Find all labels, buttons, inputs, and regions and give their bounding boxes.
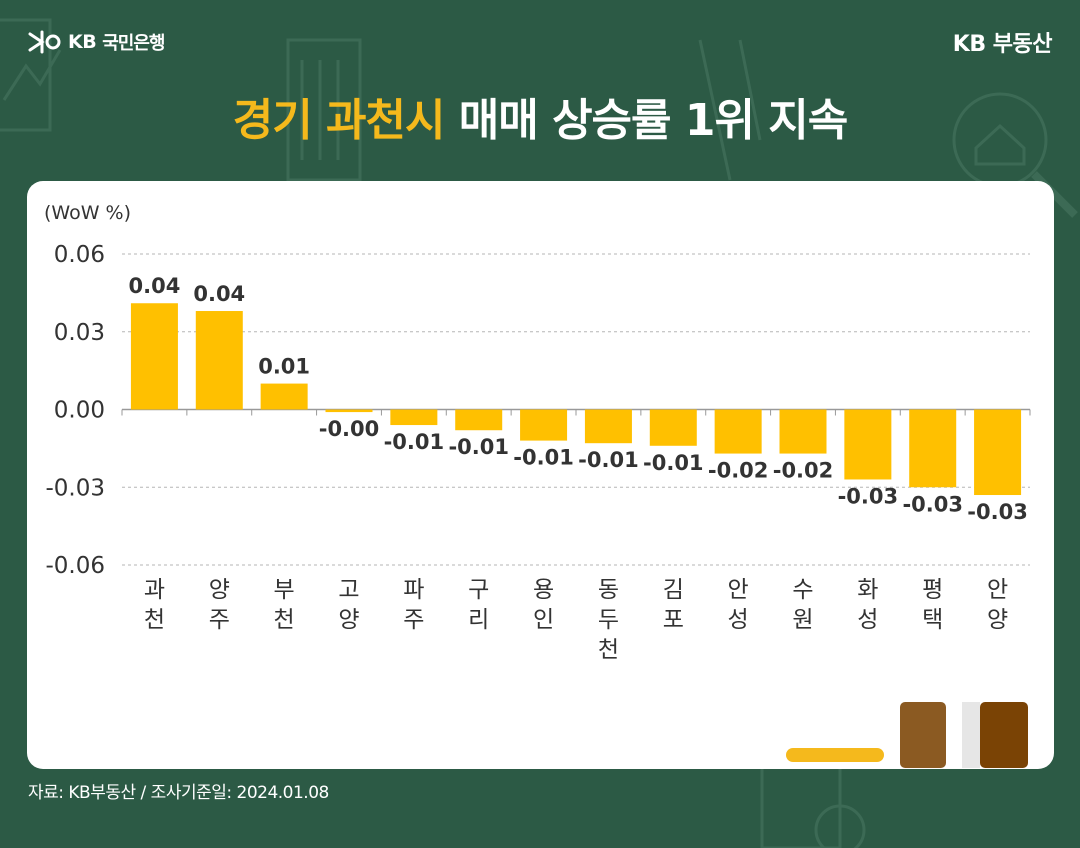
data-label: -0.03 [838,484,899,508]
data-label: -0.01 [384,430,445,454]
y-tick-label: 0.03 [54,320,105,346]
bar [974,409,1022,496]
data-label: 0.04 [193,282,245,306]
data-label: 0.01 [258,355,310,379]
bar [390,409,438,426]
y-tick-label: -0.03 [45,475,105,501]
data-label: -0.03 [902,492,963,516]
y-tick-label: 0.06 [54,242,105,268]
bar [520,409,568,441]
decor-pencil [786,748,884,762]
bar [325,409,373,413]
bank-brand: KB [68,31,97,53]
data-label: 0.04 [129,274,181,298]
bar [909,409,957,488]
data-label: -0.03 [967,500,1028,524]
decor-book [962,702,980,768]
y-axis-label: (WoW %) [44,202,131,224]
kb-star-logo [28,30,61,54]
bar-chart: (WoW %) 0.06 0.03 0.00 -0.03 -0.06 0.04 과 천 0.04 양… [44,202,1031,663]
data-label: -0.02 [708,459,769,483]
data-label: -0.01 [513,446,574,470]
bar [260,383,308,410]
source-note: 자료: KB부동산 / 조사기준일: 2024.01.08 [28,783,329,803]
decor-book [900,702,946,768]
bank-name: 국민은행 [102,33,165,54]
bar [584,409,632,444]
title-rest: 매매 상승률 1위 지속 [444,95,848,146]
bar [779,409,827,454]
data-label: -0.01 [578,448,639,472]
bar [649,409,697,446]
bar [195,311,243,410]
y-tick-label: -0.06 [45,553,105,579]
bar [130,303,178,410]
page-title: 경기 과천시 매매 상승률 1위 지속 [0,84,1080,148]
data-label: -0.00 [319,417,380,441]
kb-real-estate-brand: KB 부동산 [952,32,1053,57]
kb-logo: KB 국민은행 [26,28,165,56]
data-label: -0.01 [643,451,704,475]
data-label: -0.02 [773,459,834,483]
title-highlight: 경기 과천시 [232,95,446,146]
y-tick-label: 0.00 [54,398,105,424]
bar [714,409,762,454]
data-label: -0.01 [448,435,509,459]
decor-book [980,702,1028,768]
bar [844,409,892,480]
bar [455,409,503,431]
